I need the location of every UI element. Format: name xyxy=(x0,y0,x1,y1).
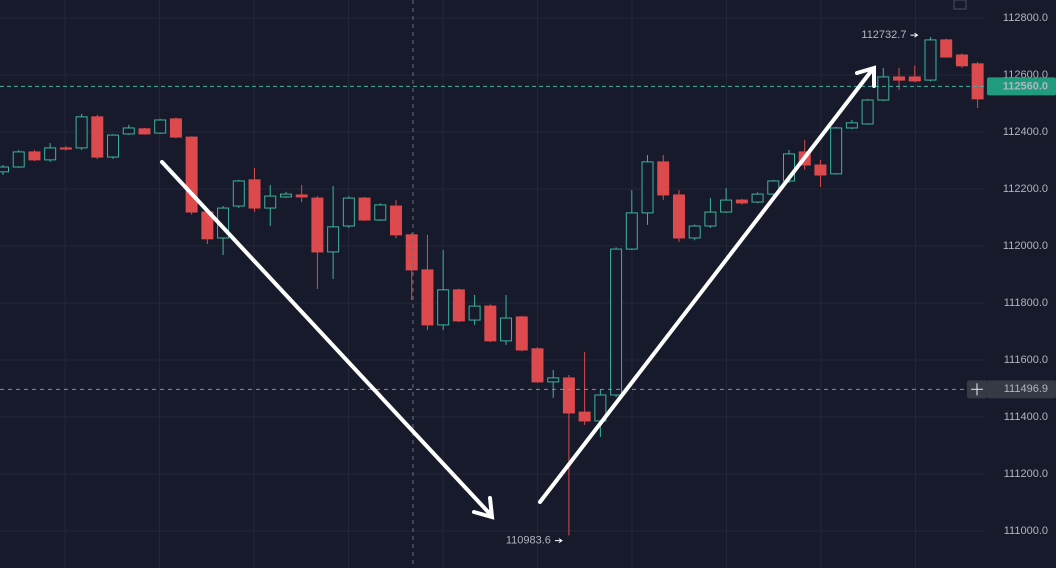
candle-body xyxy=(657,161,670,196)
candle-body xyxy=(672,194,685,239)
candle-body xyxy=(735,199,748,204)
candle-body xyxy=(562,377,575,414)
candle-body xyxy=(295,194,308,198)
y-tick-label: 111400.0 xyxy=(1004,411,1048,423)
candle-body xyxy=(814,164,827,176)
candle-body xyxy=(59,147,72,150)
candle-body xyxy=(0,166,9,173)
candle-body xyxy=(924,39,937,81)
candle-body xyxy=(44,147,57,161)
y-tick-label: 112000.0 xyxy=(1003,240,1048,252)
last-price-box xyxy=(987,77,1056,96)
up-arrow xyxy=(538,68,874,504)
candle-body xyxy=(845,122,858,129)
candle-body xyxy=(327,226,340,253)
candle-body xyxy=(185,136,198,213)
crosshair-price-label: 111496.9 xyxy=(1004,383,1048,395)
candle-body xyxy=(641,161,654,214)
trend-arrows xyxy=(160,65,876,520)
corner-icon[interactable] xyxy=(953,0,967,10)
candle-body xyxy=(767,180,780,195)
candle-body xyxy=(421,269,434,326)
candle-body xyxy=(610,248,623,396)
candle-body xyxy=(437,289,450,326)
candle-body xyxy=(311,197,324,253)
low-annotation-arrow xyxy=(554,538,563,544)
candle-body xyxy=(28,151,41,161)
candle-body xyxy=(358,197,371,221)
candle-body xyxy=(248,179,261,209)
candle-body xyxy=(877,76,890,101)
candle-body xyxy=(908,76,921,82)
low-annotation: 110983.6 xyxy=(506,535,551,547)
candle-body xyxy=(374,204,387,221)
candle-body xyxy=(279,193,292,198)
candle-body xyxy=(861,99,874,125)
candle-body xyxy=(405,234,418,271)
up-arrow-head xyxy=(855,65,876,88)
y-tick-label: 111800.0 xyxy=(1004,297,1048,309)
candle-body xyxy=(720,199,733,213)
down-arrow xyxy=(160,160,492,516)
high-annotation: 112732.7 xyxy=(861,29,906,41)
candle-body xyxy=(971,63,984,100)
y-tick-label: 112800.0 xyxy=(1003,12,1048,24)
crosshair-price-box xyxy=(987,380,1056,399)
candle-body xyxy=(122,127,135,135)
candle-body xyxy=(704,211,717,227)
candle-body xyxy=(107,134,120,158)
candle-body xyxy=(547,377,560,383)
candle-body xyxy=(955,54,968,67)
candle-body xyxy=(625,212,638,250)
candle-body xyxy=(688,225,701,239)
candle-body xyxy=(169,118,182,138)
candle-body xyxy=(264,195,277,209)
candle-body xyxy=(342,197,355,227)
candle-body xyxy=(830,127,843,175)
candle-body xyxy=(138,128,151,135)
candle-body xyxy=(12,151,25,168)
y-tick-label: 111200.0 xyxy=(1004,468,1048,480)
candle-body xyxy=(531,348,544,383)
crosshair-plus xyxy=(971,383,983,396)
candle-body xyxy=(468,305,481,321)
candle-body xyxy=(484,305,497,342)
high-annotation-arrow xyxy=(910,32,919,38)
y-tick-label: 111000.0 xyxy=(1004,525,1048,537)
candle-body xyxy=(500,317,513,342)
candle-body xyxy=(232,180,245,207)
candle-body xyxy=(390,205,402,236)
candle-body xyxy=(75,116,88,149)
candle-body xyxy=(515,316,528,351)
y-tick-label: 112400.0 xyxy=(1003,126,1048,138)
last-price-label: 112560.0 xyxy=(1003,80,1048,92)
candle-body xyxy=(751,193,764,203)
candle-body xyxy=(893,76,906,81)
candle-body xyxy=(940,39,953,58)
down-arrow-head xyxy=(472,496,495,520)
candle-body xyxy=(154,119,167,134)
candle-body xyxy=(578,411,591,422)
candle-body xyxy=(91,116,104,158)
y-tick-label: 111600.0 xyxy=(1004,354,1048,366)
candle-body xyxy=(452,289,465,322)
y-tick-label: 112200.0 xyxy=(1003,183,1048,195)
